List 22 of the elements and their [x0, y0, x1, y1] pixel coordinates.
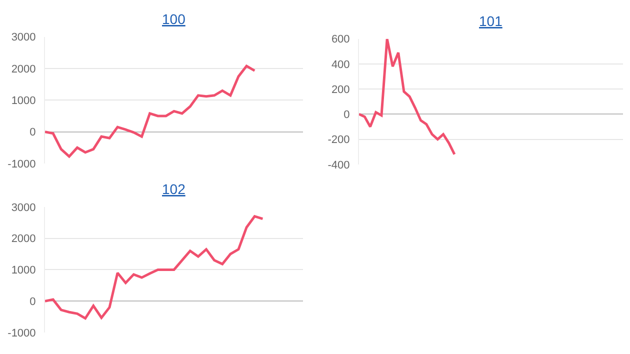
chart-title: 102: [162, 181, 186, 197]
y-tick-label: 200: [331, 84, 350, 96]
y-tick-label: -1000: [8, 158, 36, 170]
line-series: [359, 38, 456, 156]
y-tick-label: 0: [30, 126, 36, 139]
y-tick-label: 2000: [11, 63, 36, 76]
y-tick-label: 0: [344, 109, 350, 122]
y-tick-label: 2000: [11, 233, 36, 246]
y-tick-label: -400: [328, 159, 350, 172]
line-series: [45, 64, 256, 158]
y-tick-label: 3000: [11, 202, 36, 214]
y-tick-label: 600: [331, 34, 350, 46]
line-series: [45, 215, 264, 320]
y-tick-label: 1000: [11, 264, 36, 277]
y-tick-label: 1000: [11, 95, 36, 108]
chart-title: 101: [479, 13, 503, 29]
y-tick-label: -200: [328, 134, 350, 146]
chart-title: 100: [162, 11, 186, 27]
y-tick-label: 0: [30, 296, 36, 308]
y-tick-label: -1000: [8, 327, 36, 340]
y-tick-label: 400: [331, 58, 350, 71]
y-tick-label: 3000: [11, 32, 36, 44]
